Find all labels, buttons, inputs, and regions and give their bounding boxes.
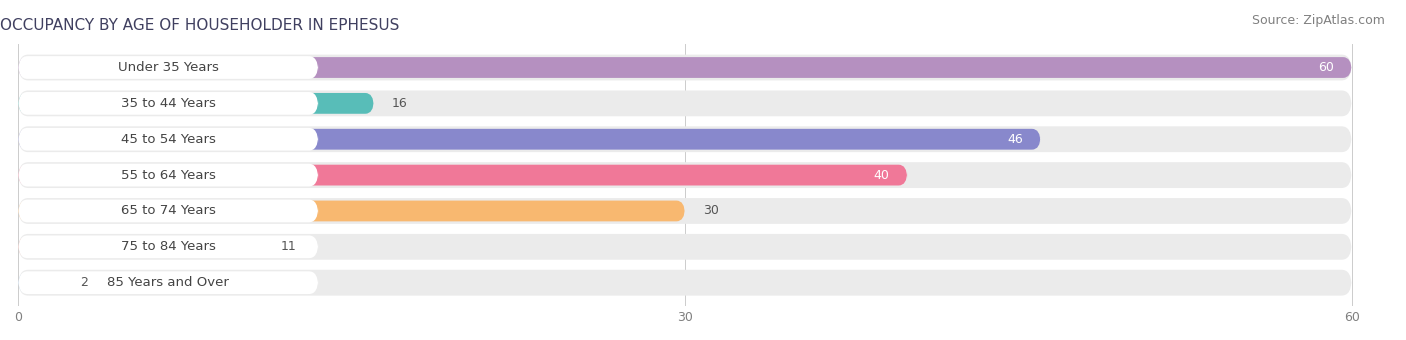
Text: 65 to 74 Years: 65 to 74 Years xyxy=(121,204,215,218)
FancyBboxPatch shape xyxy=(18,56,318,79)
Text: 46: 46 xyxy=(1007,133,1022,146)
Text: 75 to 84 Years: 75 to 84 Years xyxy=(121,240,215,253)
FancyBboxPatch shape xyxy=(18,271,318,294)
FancyBboxPatch shape xyxy=(18,236,263,257)
Text: Under 35 Years: Under 35 Years xyxy=(118,61,218,74)
Text: 45 to 54 Years: 45 to 54 Years xyxy=(121,133,215,146)
FancyBboxPatch shape xyxy=(18,128,318,151)
Text: 2: 2 xyxy=(80,276,89,289)
FancyBboxPatch shape xyxy=(18,90,1351,116)
FancyBboxPatch shape xyxy=(18,164,318,186)
Text: Source: ZipAtlas.com: Source: ZipAtlas.com xyxy=(1251,14,1385,27)
Text: 40: 40 xyxy=(873,169,890,182)
FancyBboxPatch shape xyxy=(18,272,63,293)
FancyBboxPatch shape xyxy=(18,129,1040,150)
Text: 30: 30 xyxy=(703,204,718,218)
FancyBboxPatch shape xyxy=(18,93,374,114)
FancyBboxPatch shape xyxy=(18,55,1351,81)
FancyBboxPatch shape xyxy=(18,165,907,186)
Text: OCCUPANCY BY AGE OF HOUSEHOLDER IN EPHESUS: OCCUPANCY BY AGE OF HOUSEHOLDER IN EPHES… xyxy=(0,18,399,33)
FancyBboxPatch shape xyxy=(18,92,318,115)
Text: 60: 60 xyxy=(1317,61,1334,74)
FancyBboxPatch shape xyxy=(18,201,685,221)
FancyBboxPatch shape xyxy=(18,126,1351,152)
Text: 16: 16 xyxy=(391,97,408,110)
FancyBboxPatch shape xyxy=(18,200,318,222)
Text: 55 to 64 Years: 55 to 64 Years xyxy=(121,169,215,182)
FancyBboxPatch shape xyxy=(18,198,1351,224)
Text: 11: 11 xyxy=(280,240,297,253)
FancyBboxPatch shape xyxy=(18,162,1351,188)
FancyBboxPatch shape xyxy=(18,236,318,258)
Text: 35 to 44 Years: 35 to 44 Years xyxy=(121,97,215,110)
FancyBboxPatch shape xyxy=(18,234,1351,260)
Text: 85 Years and Over: 85 Years and Over xyxy=(107,276,229,289)
FancyBboxPatch shape xyxy=(18,57,1351,78)
FancyBboxPatch shape xyxy=(18,270,1351,295)
